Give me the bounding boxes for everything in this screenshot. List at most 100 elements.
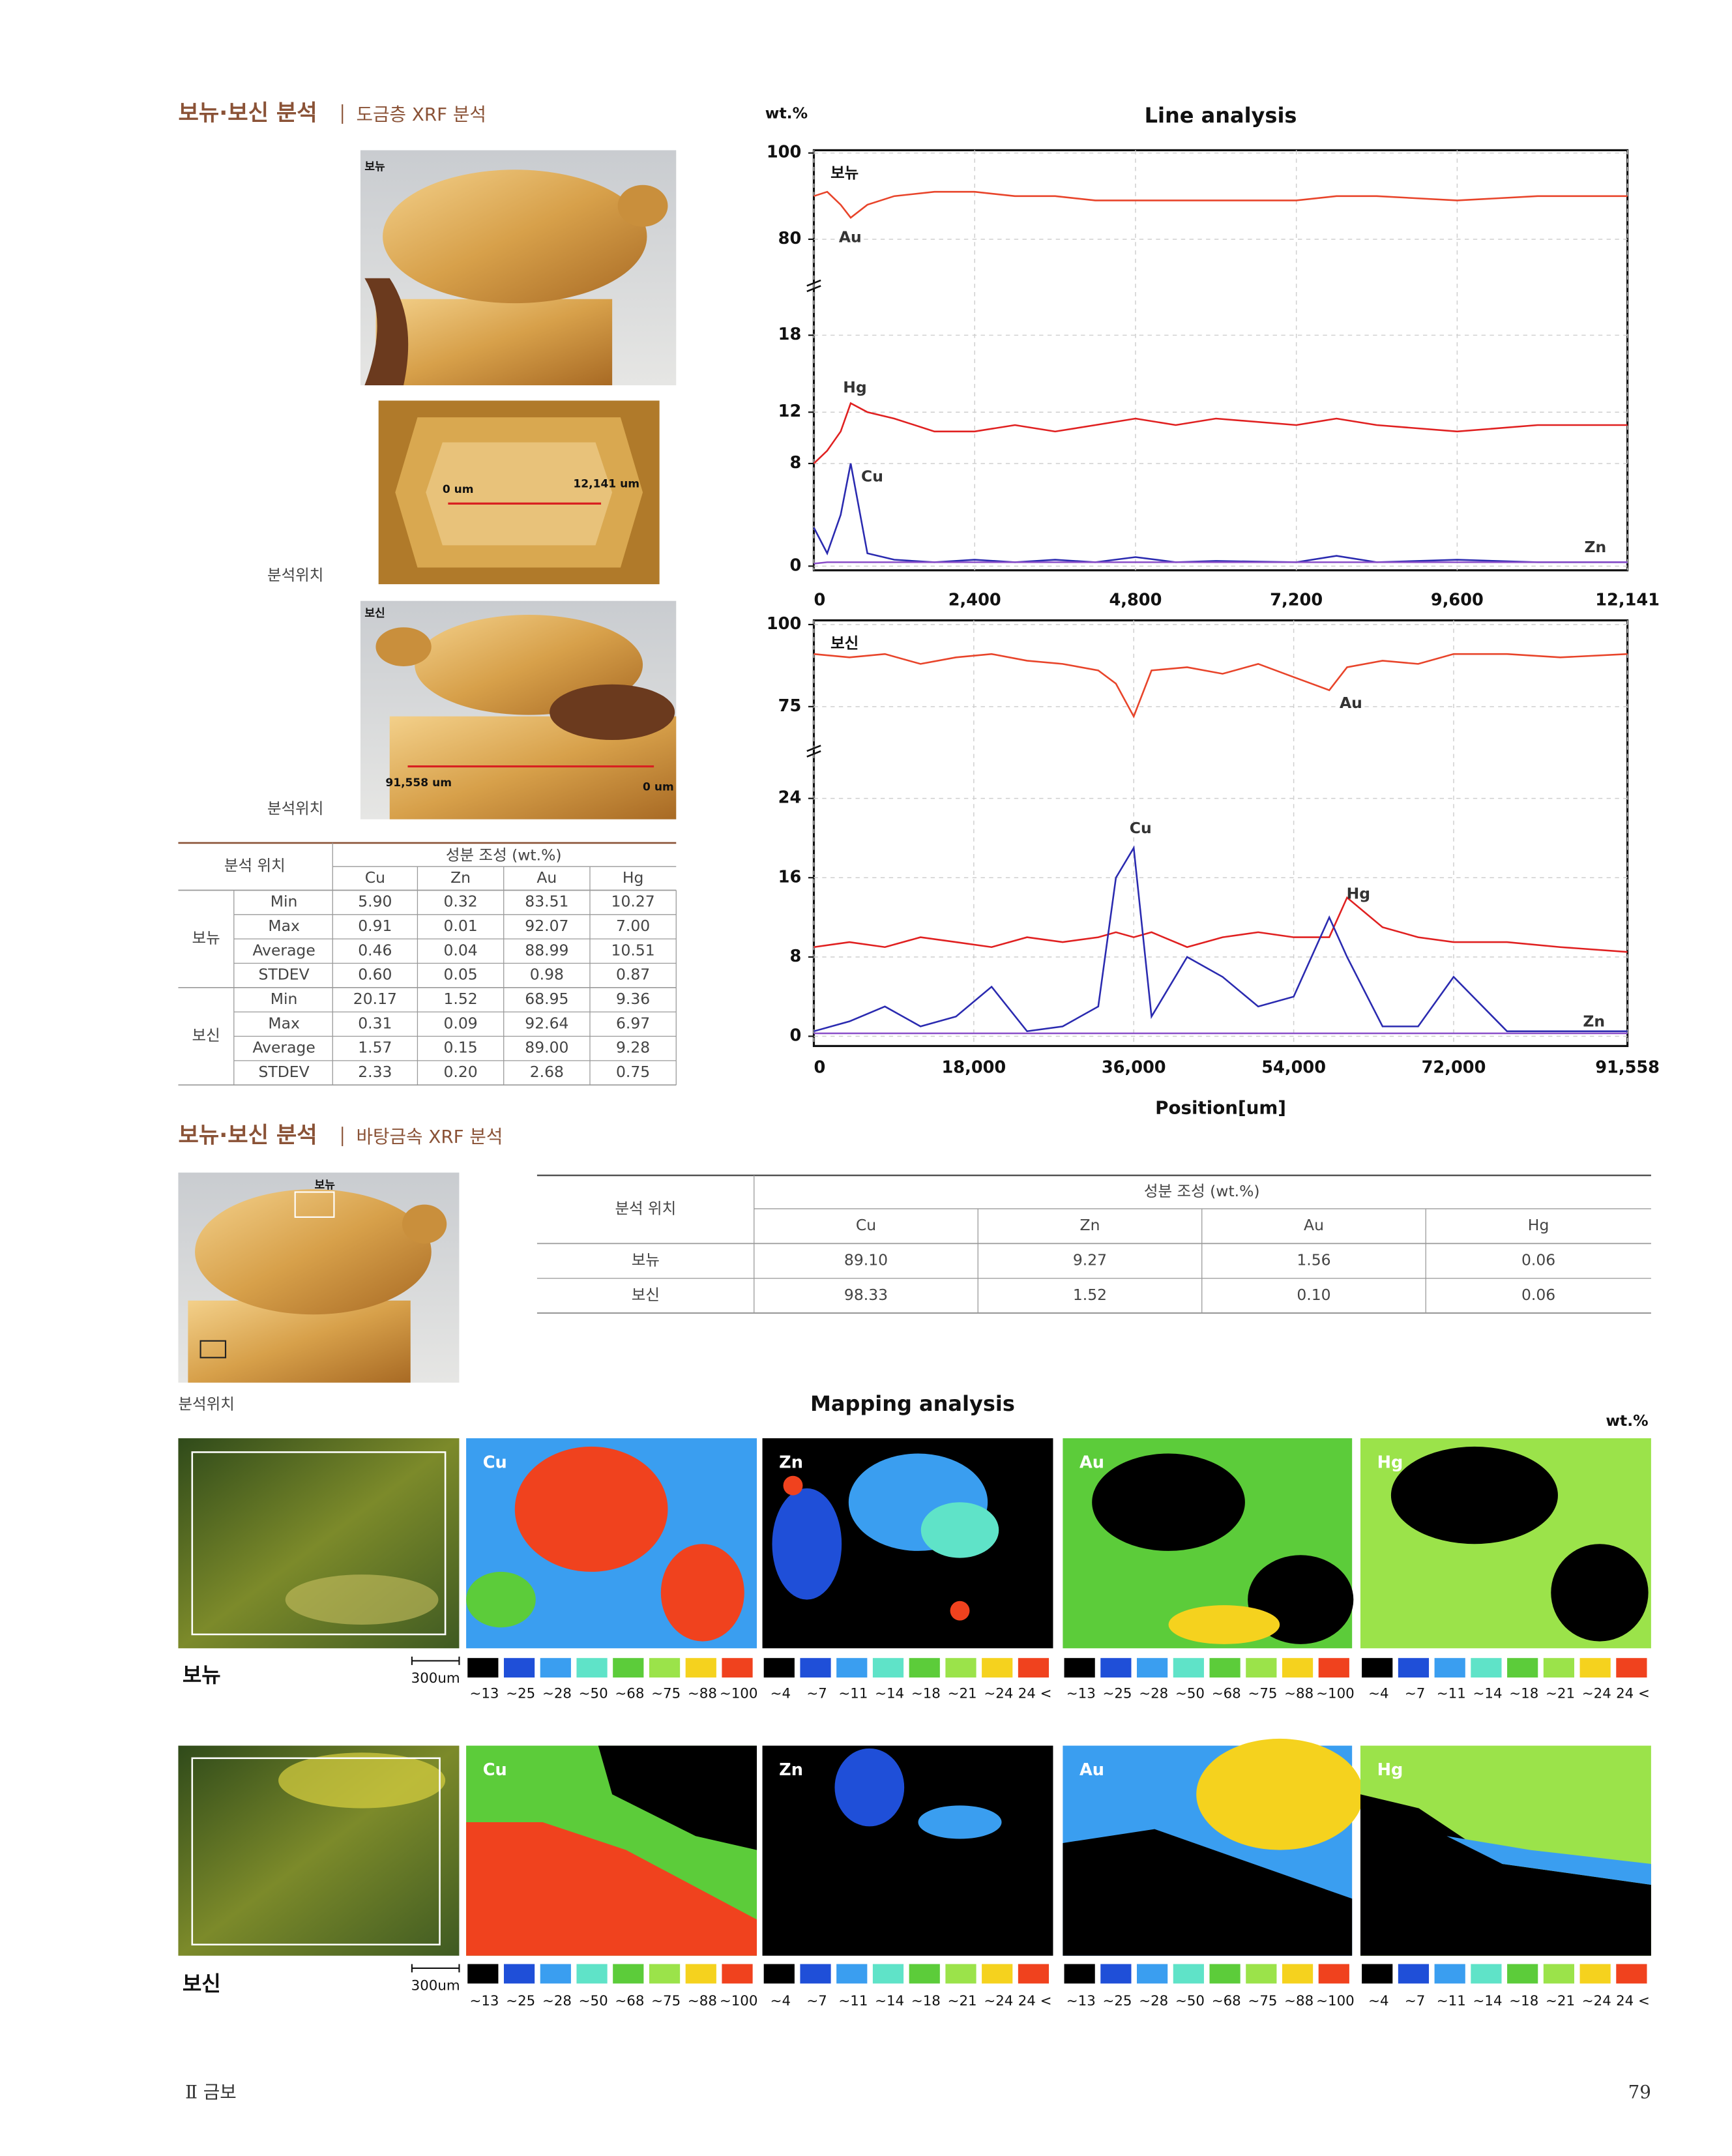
table-cell: Min <box>271 990 298 1008</box>
legend-swatch <box>909 1964 940 1984</box>
legend-label: ~50 <box>1175 1993 1205 2009</box>
map-images <box>178 1438 1651 1973</box>
scale-bar-label: 300um <box>411 1670 460 1687</box>
table-cell: 0.32 <box>443 893 477 911</box>
legend-swatch <box>1282 1964 1314 1984</box>
map-images <box>1390 1446 1558 1544</box>
header-cell: 성분 조성 (wt.%) <box>1144 1182 1260 1200</box>
table-cell: 0.10 <box>1297 1286 1330 1304</box>
line-charts: 0 2,400 4,800 7,200 9,600 12,14108121880100Au… <box>765 103 1660 1118</box>
plot-frame <box>812 149 1629 572</box>
axis-break <box>806 745 821 758</box>
section-title: 보뉴·보신 분석 <box>178 1123 317 1149</box>
table-cell: 0.31 <box>358 1014 392 1032</box>
legend-label: ~21 <box>1546 1993 1575 2009</box>
table-cell: 보뉴 <box>192 929 220 947</box>
table-cell: 5.90 <box>358 893 392 911</box>
x-tick-label: 91,558 <box>1595 1058 1660 1078</box>
legend-swatch <box>1064 1964 1095 1984</box>
legend-label: ~13 <box>469 1993 499 2009</box>
legend-swatch <box>1018 1964 1049 1984</box>
x-tick-label: 72,000 <box>1422 1058 1486 1078</box>
map-element-label: Hg <box>1377 1453 1403 1472</box>
legend-label: ~25 <box>506 1993 535 2009</box>
map-images <box>1360 1794 1651 1956</box>
legend-swatch <box>613 1658 644 1678</box>
table-cell: 89.00 <box>525 1039 568 1057</box>
legend-swatch <box>872 1658 904 1678</box>
header-cell: Hg <box>623 868 644 887</box>
table-cell: 1.52 <box>1073 1286 1107 1304</box>
x-tick-label: 4,800 <box>1109 591 1162 610</box>
table-cell: 보신 <box>192 1026 220 1044</box>
legend-swatch <box>763 1658 795 1678</box>
legend-swatch <box>945 1658 976 1678</box>
table-cell: 92.07 <box>525 917 568 935</box>
legend-swatch <box>503 1658 535 1678</box>
photo <box>378 400 660 585</box>
photo <box>195 1189 432 1315</box>
legend-label: ~25 <box>1102 1993 1132 2009</box>
legend-swatch <box>800 1964 831 1984</box>
y-tick-label: 24 <box>778 788 802 808</box>
table-cell: 보신 <box>632 1286 660 1304</box>
header-cell: Au <box>1304 1216 1324 1234</box>
legend-label: ~75 <box>1248 1686 1277 1702</box>
map-images <box>191 1451 447 1636</box>
legend-swatch <box>1616 1658 1647 1678</box>
x-axis-label: Position[um] <box>1155 1097 1286 1118</box>
row-label: 보뉴 <box>183 1662 221 1687</box>
x-tick-label: 7,200 <box>1270 591 1323 610</box>
map-images <box>1446 1836 1651 1885</box>
legend-swatch <box>1543 1964 1575 1984</box>
legend-swatch <box>467 1658 499 1678</box>
y-tick-label: 8 <box>789 947 801 966</box>
legend-label: ~4 <box>1368 1993 1388 2009</box>
legend-label: ~18 <box>1509 1993 1538 2009</box>
legend-swatch <box>1616 1964 1647 1984</box>
photo <box>617 185 668 227</box>
map-element-label: Zn <box>779 1760 803 1780</box>
table-cell: 9.36 <box>616 990 650 1008</box>
table-cell: 9.27 <box>1073 1251 1107 1269</box>
legend-label: ~50 <box>1175 1686 1205 1702</box>
table-cell: 2.68 <box>530 1063 564 1081</box>
legend-swatch <box>1434 1658 1465 1678</box>
legend-label: ~13 <box>1066 1993 1096 2009</box>
legend-swatch <box>1579 1658 1611 1678</box>
photo <box>375 627 432 666</box>
legend-label: ~21 <box>948 1686 977 1702</box>
legend-swatch <box>1362 1964 1393 1984</box>
section-title: 보뉴·보신 분석 <box>178 100 317 126</box>
legend-label: ~4 <box>771 1993 791 2009</box>
legend-label: ~100 <box>720 1686 758 1702</box>
header-cell: 분석 위치 <box>224 857 286 875</box>
map-images <box>950 1601 970 1621</box>
legend-swatch <box>1018 1658 1049 1678</box>
legend-swatch <box>836 1964 868 1984</box>
legend-label: ~28 <box>1139 1686 1168 1702</box>
legend-swatch <box>909 1658 940 1678</box>
map-images <box>783 1475 803 1496</box>
legend-label: ~18 <box>911 1686 941 1702</box>
legend-swatch <box>576 1964 608 1984</box>
map-images <box>920 1502 999 1558</box>
legend-swatch <box>763 1964 795 1984</box>
x-tick-label: 12,141 <box>1595 591 1660 610</box>
legend-swatch <box>1471 1658 1502 1678</box>
photo-label: 보뉴 <box>364 160 385 173</box>
data-line <box>814 896 1628 953</box>
legend-label: ~88 <box>1284 1686 1314 1702</box>
panel-label: 보뉴 <box>830 164 859 182</box>
scale-label: 12,141 um <box>573 477 639 490</box>
legend-swatch <box>540 1964 571 1984</box>
legend-swatch <box>1318 1964 1349 1984</box>
map-element-label: Hg <box>1377 1760 1403 1780</box>
map-images <box>285 1574 439 1625</box>
legend-label: ~24 <box>984 1993 1013 2009</box>
section-subtitle: 바탕금속 XRF 분석 <box>357 1126 503 1147</box>
table-cell: 0.09 <box>443 1014 477 1032</box>
legend-label: ~4 <box>1368 1686 1388 1702</box>
legend-label: ~50 <box>579 1686 608 1702</box>
legend-label: ~13 <box>469 1686 499 1702</box>
